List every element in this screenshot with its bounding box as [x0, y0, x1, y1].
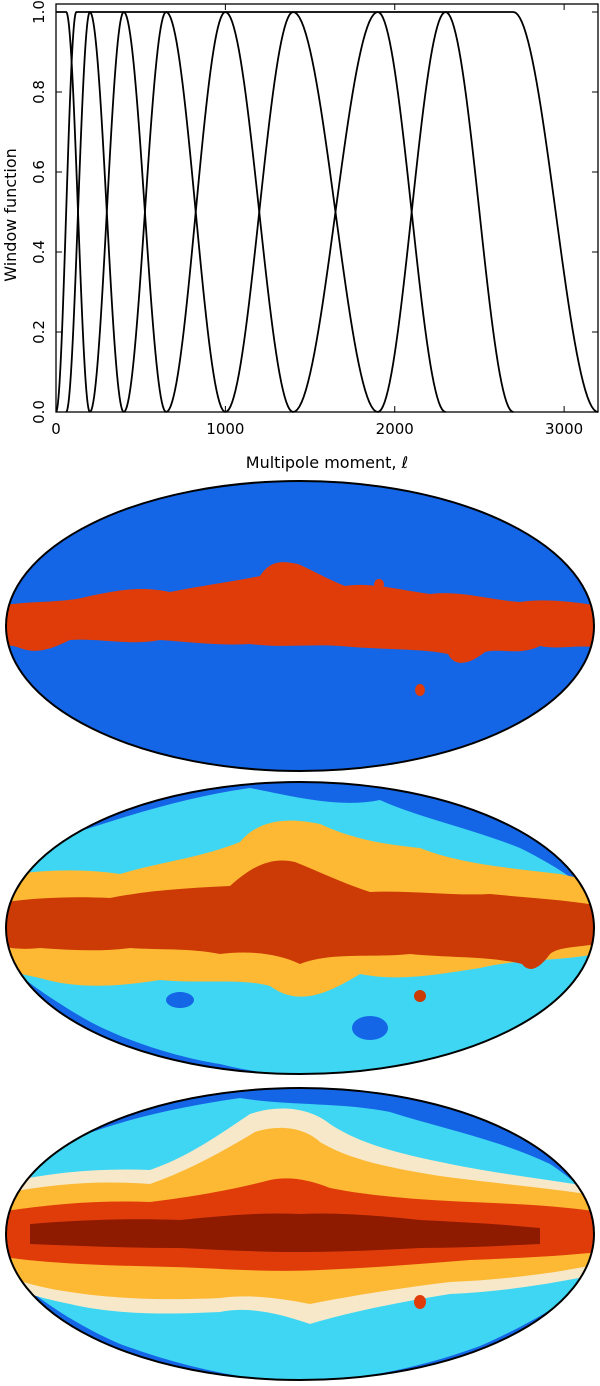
map-spot	[414, 1295, 426, 1309]
map-outline	[5, 480, 595, 772]
sky-map-2-level	[5, 480, 595, 772]
x-axis-title: Multipole moment, ℓ	[246, 453, 408, 472]
x-tick-label: 3000	[545, 420, 583, 438]
dark-red-region	[30, 1213, 540, 1252]
x-tick-label: 0	[51, 420, 61, 438]
y-tick-label: 0.6	[30, 160, 48, 184]
map-spot	[374, 579, 384, 589]
map-spot	[443, 1224, 467, 1244]
sky-map-4-level	[5, 781, 595, 1075]
map-spot	[414, 990, 426, 1002]
sky-map-full	[5, 1087, 595, 1381]
map-outline	[5, 1087, 595, 1381]
galactic-plane-region	[6, 562, 594, 663]
plot-frame	[55, 3, 599, 413]
y-tick-label: 1.0	[30, 0, 48, 24]
y-tick-label: 0.2	[30, 320, 48, 344]
tick-labels: 0 1000 2000 3000 0.0 0.2 0.4 0.6 0.8 1.0	[30, 0, 583, 438]
window-function-line	[56, 11, 91, 413]
x-tick-label: 2000	[376, 420, 414, 438]
window-function-line	[89, 11, 226, 413]
x-tick-label: 1000	[206, 420, 244, 438]
window-function-line	[377, 11, 599, 413]
window-function-line	[165, 11, 379, 413]
series-group	[55, 11, 599, 413]
map-spot	[166, 992, 194, 1008]
y-tick-label: 0.8	[30, 80, 48, 104]
window-function-line	[55, 11, 125, 413]
map-outline	[5, 781, 595, 1075]
map-spot	[415, 684, 425, 696]
y-tick-label: 0.4	[30, 240, 48, 264]
window-function-line	[123, 11, 294, 413]
axes	[55, 3, 599, 413]
deep-red-region	[6, 860, 594, 969]
window-function-chart: 0 1000 2000 3000 0.0 0.2 0.4 0.6 0.8 1.0 Multipol…	[1, 0, 599, 472]
map-spot	[352, 1016, 388, 1040]
y-axis-title: Window function	[1, 148, 20, 282]
window-function-line	[65, 11, 167, 413]
window-function-line	[292, 11, 514, 413]
y-tick-label: 0.0	[30, 400, 48, 424]
